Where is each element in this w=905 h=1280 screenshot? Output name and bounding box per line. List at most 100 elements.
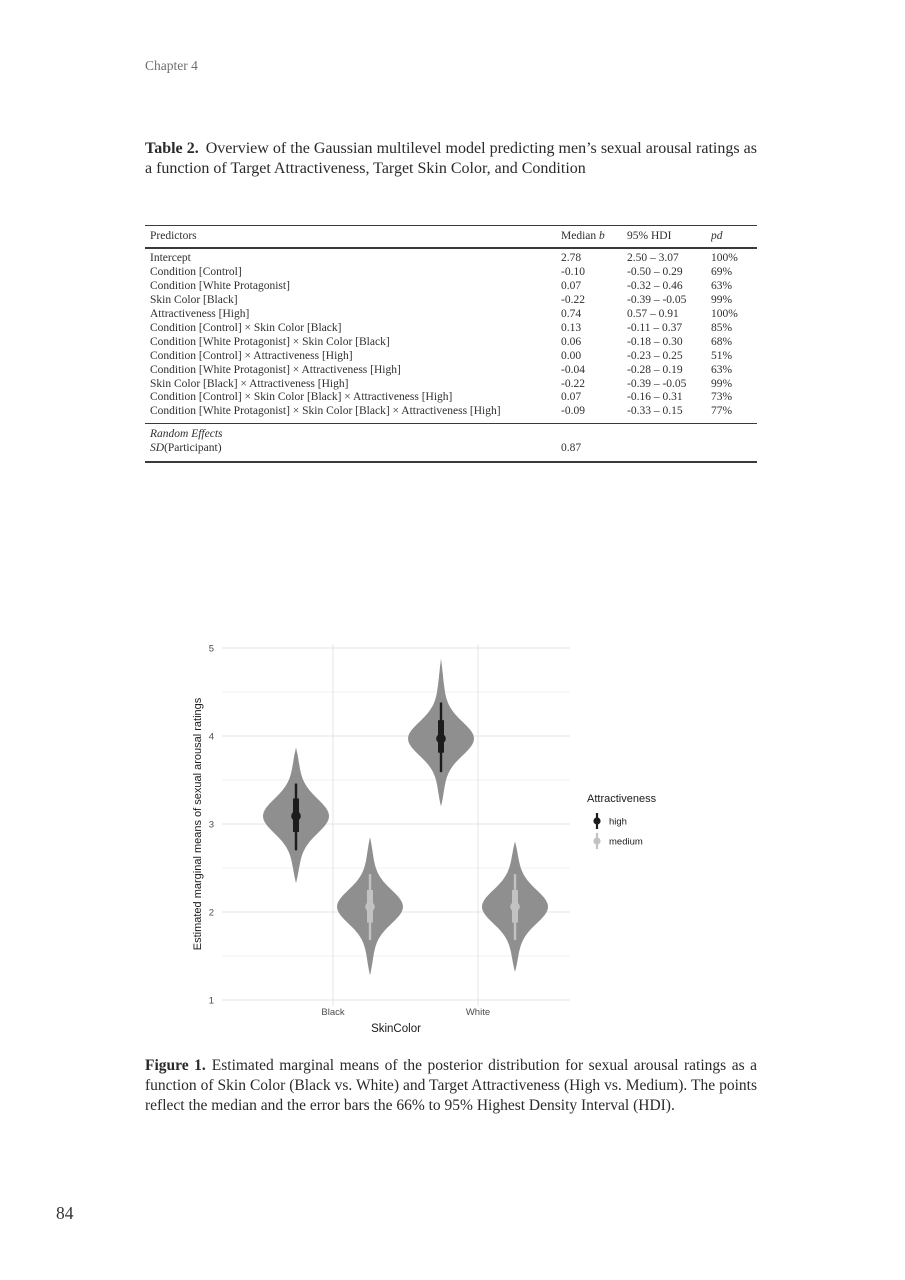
table-cell: -0.23 – 0.25 [627,349,683,362]
legend-item-label: medium [609,837,643,848]
table-cell: -0.50 – 0.29 [627,266,683,279]
table-cell: 99% [711,294,733,307]
table-cell: 85% [711,321,733,334]
table-row: Condition [Control] × Skin Color [Black]… [145,322,757,336]
x-tick-label: White [466,1007,490,1018]
table-row: Condition [White Protagonist] × Skin Col… [145,336,757,350]
table-cell: Condition [White Protagonist] × Attracti… [150,363,401,376]
table-row: Condition [Control] -0.10 -0.50 – 0.29 69% [145,266,757,280]
table-row: Skin Color [Black] × Attractiveness [Hig… [145,378,757,392]
table-cell: 77% [711,405,733,418]
table-cell [627,442,711,462]
table-cell: 0.07 [561,280,582,293]
point-interval-black-medium [365,874,375,941]
table-cell: Condition [White Protagonist] [150,280,290,293]
legend-key-high [593,813,601,829]
y-tick-label: 1 [209,996,214,1007]
table-cell: 2.50 – 3.07 [627,252,679,265]
table-row: Condition [White Protagonist] × Attracti… [145,364,757,378]
table-cell: Condition [Control] [150,266,242,279]
table-cell: SD(Participant) [150,441,222,454]
figure-caption: Figure 1. Estimated marginal means of the… [145,1056,757,1116]
y-axis-title: Estimated marginal means of sexual arous… [192,697,204,950]
column-header: Median b [561,229,605,242]
table-cell: -0.16 – 0.31 [627,391,683,404]
table-row: Condition [White Protagonist] × Skin Col… [145,405,757,423]
table-cell: 0.00 [561,349,582,362]
table-cell: -0.18 – 0.30 [627,335,683,348]
violin-plot-figure: 1 2 3 4 5 Black White Estimated marginal means … [192,644,657,1036]
legend: Attractiveness high medium [587,793,657,849]
table-caption-label: Table 2. [145,140,199,157]
table-caption: Table 2. Overview of the Gaussian multile… [145,139,757,178]
table-cell: Skin Color [Black] [150,294,238,307]
table-cell: -0.39 – -0.05 [627,377,687,390]
table-cell: 73% [711,391,733,404]
table-row: Attractiveness [High] 0.74 0.57 – 0.91 100% [145,308,757,322]
y-tick-label: 2 [209,908,214,919]
table-cell: 68% [711,335,733,348]
point-interval-white-medium [510,874,520,941]
x-axis-title: SkinColor [371,1023,421,1035]
table-cell: 63% [711,280,733,293]
table-row: SD(Participant) 0.87 [145,442,757,462]
table-cell: 0.87 [561,441,582,454]
y-tick-label: 5 [209,644,214,655]
table-cell: Condition [Control] × Skin Color [Black] [150,321,342,334]
table-cell: -0.04 [561,363,585,376]
table-cell: 51% [711,349,733,362]
table-cell: 0.07 [561,391,582,404]
table-row: Intercept 2.78 2.50 – 3.07 100% [145,248,757,266]
table-cell: Condition [Control] × Skin Color [Black]… [150,391,453,404]
point-interval-black-high [291,783,301,851]
table-cell: Condition [White Protagonist] × Skin Col… [150,405,501,418]
table-cell: Condition [White Protagonist] × Skin Col… [150,335,390,348]
table-cell [711,442,757,462]
table-row: Condition [Control] × Attractiveness [Hi… [145,350,757,364]
figure-caption-text: Estimated marginal means of the posterio… [145,1057,758,1114]
column-header: 95% HDI [627,229,672,242]
table-cell: Skin Color [Black] × Attractiveness [Hig… [150,377,349,390]
table-cell: -0.28 – 0.19 [627,363,683,376]
legend-key-medium [593,833,601,849]
table-cell: Attractiveness [High] [150,308,250,321]
table-cell: -0.11 – 0.37 [627,321,683,334]
table-cell: 2.78 [561,252,582,265]
stats-table: Predictors Median b 95% HDI pd Intercept 2.7… [145,225,757,463]
table-cell: 69% [711,266,733,279]
table-caption-text: Overview of the Gaussian multilevel mode… [145,140,757,177]
table-cell: -0.32 – 0.46 [627,280,683,293]
column-header: Predictors [150,229,197,242]
table-row: Skin Color [Black] -0.22 -0.39 – -0.05 99% [145,294,757,308]
table-cell: -0.22 [561,294,585,307]
legend-title: Attractiveness [587,793,657,805]
figure-caption-label: Figure 1. [145,1057,206,1074]
table-row: Condition [Control] × Skin Color [Black]… [145,391,757,405]
table-cell: -0.09 [561,405,585,418]
table-cell: 0.74 [561,308,582,321]
legend-item-label: high [609,817,627,828]
table-cell: 100% [711,252,738,265]
page-number: 84 [56,1203,74,1223]
table-cell: 100% [711,308,738,321]
y-tick-label: 4 [209,732,214,743]
table-cell: -0.39 – -0.05 [627,294,687,307]
table-cell: -0.33 – 0.15 [627,405,683,418]
table-cell: 0.57 – 0.91 [627,308,679,321]
random-effects-section-row: Random Effects [145,424,757,442]
table-cell: -0.10 [561,266,585,279]
table-cell: 0.06 [561,335,582,348]
random-effects-label: Random Effects [150,427,223,440]
point-interval-white-high [436,702,446,773]
table-cell: 0.13 [561,321,582,334]
table-cell: 63% [711,363,733,376]
y-tick-label: 3 [209,820,214,831]
table-cell: 99% [711,377,733,390]
table-cell: Intercept [150,252,191,265]
running-header: Chapter 4 [145,58,198,73]
table-row: Condition [White Protagonist] 0.07 -0.32 –… [145,280,757,294]
table-cell: -0.22 [561,377,585,390]
table-cell: Condition [Control] × Attractiveness [Hi… [150,349,353,362]
x-tick-label: Black [321,1007,344,1018]
